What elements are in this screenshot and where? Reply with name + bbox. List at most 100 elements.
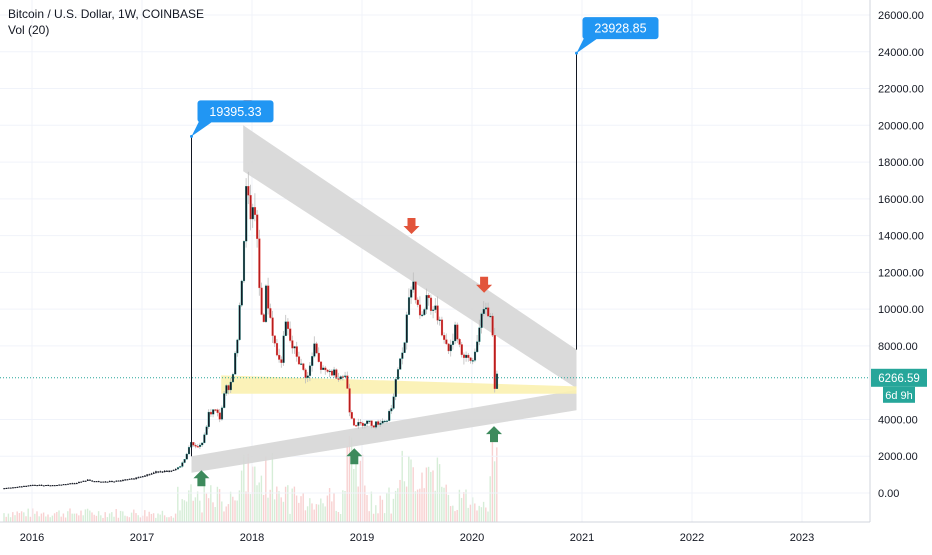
candle-163 — [361, 422, 364, 426]
volume-bar-182 — [403, 481, 406, 522]
candle-72 — [161, 471, 164, 473]
volume-bar-88 — [196, 491, 199, 522]
volume-bar-165 — [366, 494, 368, 522]
candle-203 — [449, 344, 452, 352]
candle-138 — [306, 375, 309, 378]
candle-206 — [456, 324, 459, 340]
candle-67 — [150, 473, 153, 475]
volume-bar-107 — [238, 490, 241, 522]
up-arrow-0[interactable] — [193, 470, 210, 487]
candle-148 — [328, 370, 331, 373]
candle-143 — [317, 352, 320, 362]
candle-216 — [478, 327, 481, 342]
volume-bar-159 — [353, 468, 355, 522]
volume-bar-130 — [289, 513, 291, 522]
candle-115 — [256, 214, 259, 239]
volume-bar-84 — [188, 490, 190, 522]
volume-bar-65 — [146, 516, 148, 522]
candle-117 — [260, 287, 263, 315]
price-callout-1[interactable]: 23928.85 — [575, 17, 659, 55]
candle-12 — [29, 485, 32, 487]
candle-100 — [223, 393, 226, 408]
volume-bar-220 — [487, 511, 489, 522]
candle-149 — [330, 370, 334, 376]
candle-212 — [469, 357, 472, 361]
candle-166 — [368, 420, 371, 422]
volume-bar-3 — [9, 517, 12, 522]
channel-1[interactable] — [191, 390, 577, 473]
candle-204 — [451, 340, 455, 345]
volume-bar-152 — [337, 511, 340, 522]
volume-bars — [3, 435, 498, 522]
volume-bar-154 — [342, 490, 344, 522]
candle-167 — [370, 420, 373, 426]
volume-bar-57 — [128, 517, 131, 522]
candle-13 — [31, 484, 34, 486]
volume-bar-209 — [463, 492, 465, 522]
volume-bar-86 — [192, 500, 194, 522]
candle-73 — [163, 470, 166, 473]
candle-174 — [385, 420, 389, 422]
price-callout-0[interactable]: 19395.33 — [190, 100, 274, 138]
volume-bar-106 — [236, 500, 238, 522]
candle-197 — [436, 305, 439, 321]
y-tick-label-5: 16000.00 — [878, 194, 924, 206]
up-arrow-2[interactable] — [486, 426, 502, 443]
candle-3 — [9, 487, 12, 489]
candle-64 — [144, 475, 146, 477]
volume-bar-150 — [333, 493, 335, 522]
volume-bar-124 — [276, 486, 278, 522]
candle-7 — [18, 486, 21, 488]
candle-79 — [176, 467, 180, 470]
price-callout-pointer-0 — [191, 120, 212, 137]
volume-bar-18 — [42, 512, 45, 522]
down-arrow-1[interactable] — [403, 217, 420, 234]
candle-71 — [159, 471, 162, 473]
price-callout-box-1 — [582, 17, 659, 40]
candle-49 — [111, 481, 113, 483]
volume-bar-29 — [67, 511, 69, 522]
candle-76 — [170, 470, 173, 472]
volume-bar-63 — [141, 515, 144, 522]
volume-bar-160 — [355, 457, 357, 522]
candle-170 — [377, 421, 380, 425]
up-arrow-1[interactable] — [346, 448, 363, 465]
volume-bar-39 — [89, 510, 91, 522]
countdown-tag-bg — [883, 386, 915, 403]
volume-bar-5 — [14, 515, 16, 522]
volume-bar-28 — [64, 517, 67, 522]
volume-bar-23 — [53, 513, 56, 522]
candle-101 — [225, 385, 228, 394]
candle-198 — [438, 319, 441, 321]
candle-139 — [308, 365, 312, 376]
volume-bar-139 — [309, 498, 311, 522]
x-tick-label-7: 2023 — [790, 532, 814, 544]
candle-10 — [25, 485, 28, 487]
candle-180 — [399, 358, 402, 370]
candle-38 — [86, 479, 89, 481]
volume-bar-74 — [166, 517, 168, 522]
candle-178 — [394, 379, 397, 397]
volume-bar-156 — [346, 446, 348, 522]
volume-bar-37 — [84, 509, 87, 522]
volume-bar-54 — [122, 511, 124, 522]
volume-bar-138 — [306, 506, 309, 522]
volume-bar-47 — [106, 517, 109, 522]
volume-bar-122 — [271, 453, 274, 522]
axes: 26000.00 24000.00 22000.00 20000.00 18000.00… — [0, 0, 927, 544]
channel-0[interactable] — [243, 125, 577, 389]
volume-bar-10 — [25, 516, 27, 522]
candle-164 — [363, 423, 367, 426]
candle-14 — [34, 484, 36, 486]
volume-bar-38 — [86, 508, 89, 522]
volume-bar-174 — [386, 493, 388, 522]
candle-146 — [324, 367, 327, 371]
candle-56 — [126, 479, 129, 481]
volume-bar-49 — [111, 512, 113, 522]
candle-17 — [40, 484, 43, 486]
volume-bar-197 — [436, 457, 439, 522]
down-arrow-2[interactable] — [476, 276, 493, 293]
candle-224 — [495, 373, 499, 389]
